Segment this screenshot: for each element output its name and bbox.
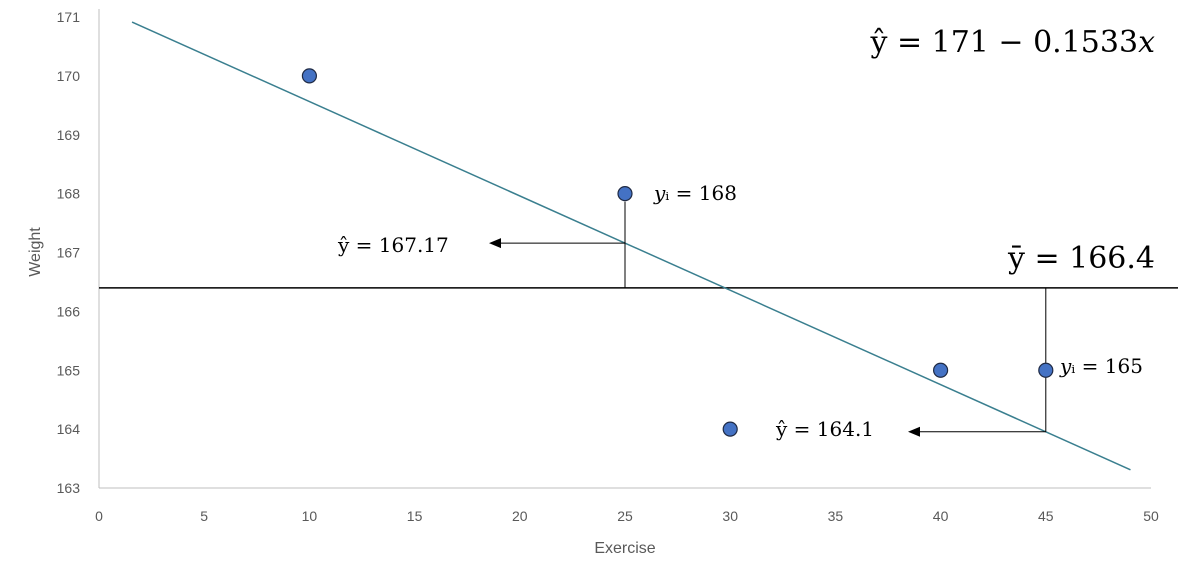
x-tick-label: 15 <box>407 508 423 524</box>
yi-165-label: 𝑦ᵢ = 165 <box>1059 354 1143 378</box>
x-tick-label: 20 <box>512 508 528 524</box>
y-tick-label: 165 <box>57 362 81 378</box>
axes <box>98 9 1151 489</box>
y-tick-label: 164 <box>57 421 81 437</box>
data-point <box>617 186 633 202</box>
y-tick-labels: 163 164 165 166 167 168 169 170 171 <box>57 9 81 496</box>
x-axis-title: Exercise <box>594 540 655 557</box>
x-tick-label: 30 <box>722 508 738 524</box>
y-tick-label: 170 <box>57 68 81 84</box>
x-tick-labels: 0 5 10 15 20 25 30 35 40 45 50 <box>95 508 1159 524</box>
yhat-164-label: ŷ = 164.1 <box>775 417 874 441</box>
x-tick-label: 0 <box>95 508 103 524</box>
yi-168-label: 𝑦ᵢ = 168 <box>653 181 737 205</box>
x-tick-label: 10 <box>302 508 318 524</box>
x-tick-label: 5 <box>200 508 208 524</box>
x-tick-label: 25 <box>617 508 633 524</box>
x-tick-label: 40 <box>933 508 949 524</box>
regression-line <box>131 21 1131 471</box>
y-tick-label: 163 <box>57 480 81 496</box>
y-tick-label: 171 <box>57 9 81 25</box>
data-points <box>301 68 1054 437</box>
y-tick-label: 167 <box>57 245 81 261</box>
data-point <box>301 68 317 84</box>
arrowhead-yhat-167 <box>489 238 501 249</box>
data-point <box>722 421 738 437</box>
arrowhead-yhat-164 <box>908 426 920 437</box>
data-point <box>932 362 949 378</box>
y-tick-label: 168 <box>57 186 81 202</box>
x-tick-label: 35 <box>828 508 844 524</box>
x-tick-label: 50 <box>1143 508 1159 524</box>
y-tick-label: 166 <box>57 303 81 319</box>
data-point <box>1038 362 1054 378</box>
regression-equation: ŷ = 171 − 0.1533𝑥 <box>869 25 1155 60</box>
y-tick-label: 169 <box>57 127 81 143</box>
yhat-167-label: ŷ = 167.17 <box>337 233 449 257</box>
y-axis-title: Weight <box>27 227 44 277</box>
x-tick-label: 45 <box>1038 508 1054 524</box>
mean-label: ȳ = 166.4 <box>1007 241 1155 276</box>
